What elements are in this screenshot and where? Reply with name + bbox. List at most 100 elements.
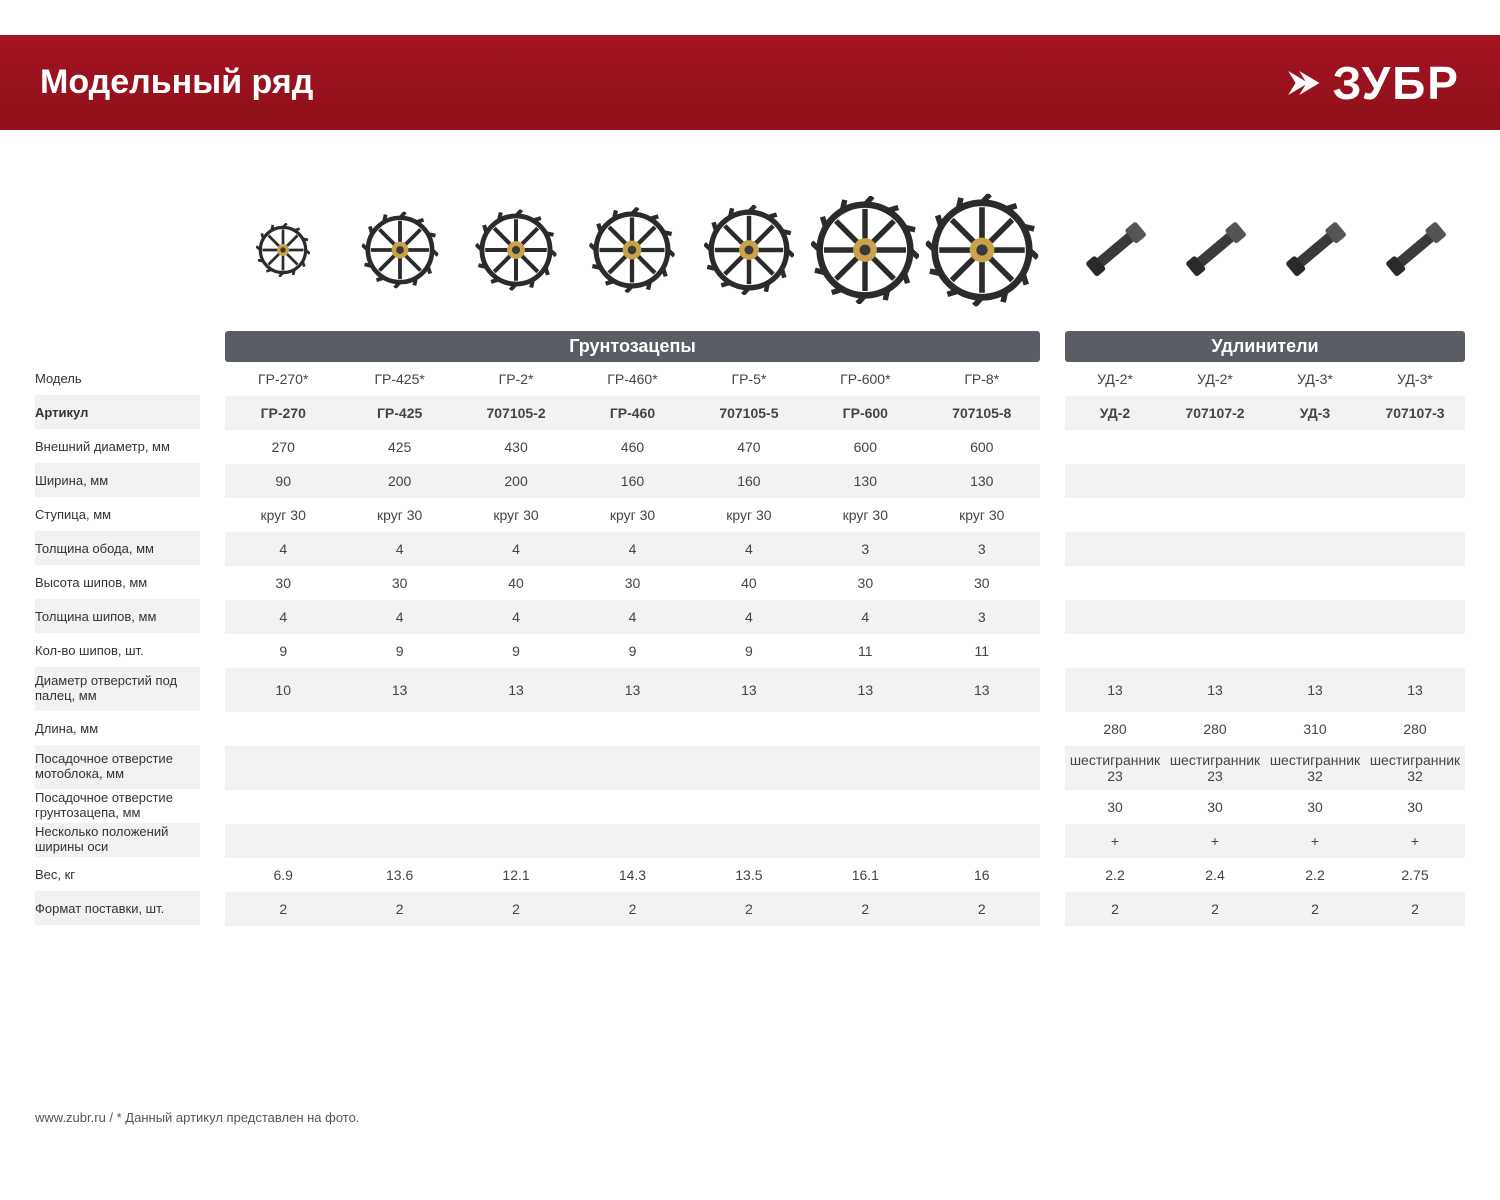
data-cell: 30 (1365, 790, 1465, 824)
data-cell: ГР-460* (574, 362, 690, 396)
data-cell: УД-2* (1065, 362, 1165, 396)
data-cell (1365, 634, 1465, 668)
header: Модельный ряд ЗУБР (0, 0, 1500, 130)
data-cell: 30 (574, 566, 690, 600)
group1-table: ГР-270*ГР-425*ГР-2*ГР-460*ГР-5*ГР-600*ГР… (225, 362, 1040, 926)
data-cell: круг 30 (574, 498, 690, 532)
data-cell (807, 824, 923, 858)
data-cell: 13.6 (341, 858, 457, 892)
footer-note: www.zubr.ru / * Данный артикул представл… (35, 1110, 359, 1125)
data-cell (1265, 634, 1365, 668)
data-cell: 30 (1265, 790, 1365, 824)
data-cell: круг 30 (924, 498, 1040, 532)
group2-table: УД-2*УД-2*УД-3*УД-3*УД-2707107-2УД-37071… (1065, 362, 1465, 926)
row-label: Длина, мм (35, 711, 200, 745)
data-cell: ГР-2* (458, 362, 574, 396)
data-cell: ГР-600 (807, 396, 923, 430)
data-cell: 2 (924, 892, 1040, 926)
group2-header: Удлинители (1065, 331, 1465, 362)
data-cell: ГР-270 (225, 396, 341, 430)
data-cell (1065, 566, 1165, 600)
data-cell: 2.2 (1265, 858, 1365, 892)
row-label: Посадочное отверстие мотоблока, мм (35, 745, 200, 789)
data-cell: 130 (924, 464, 1040, 498)
data-cell: 130 (807, 464, 923, 498)
data-cell: 4 (807, 600, 923, 634)
data-cell (1365, 532, 1465, 566)
data-cell: УД-2* (1165, 362, 1265, 396)
data-cell (924, 824, 1040, 858)
data-cell (924, 712, 1040, 746)
labels-table: МодельАртикулВнешний диаметр, ммШирина, … (35, 361, 200, 925)
row-label: Артикул (35, 395, 200, 429)
data-cell (341, 712, 457, 746)
data-cell: 13 (574, 668, 690, 712)
data-cell: 2 (691, 892, 807, 926)
tables-wrap: МодельАртикулВнешний диаметр, ммШирина, … (35, 155, 1465, 926)
data-cell: 13.5 (691, 858, 807, 892)
data-cell (1165, 600, 1265, 634)
data-cell (691, 712, 807, 746)
data-cell: 13 (1265, 668, 1365, 712)
data-cell: 160 (574, 464, 690, 498)
data-cell (225, 712, 341, 746)
data-cell: 707105-8 (924, 396, 1040, 430)
data-cell (1365, 566, 1465, 600)
data-cell: 13 (1065, 668, 1165, 712)
data-cell: 280 (1365, 712, 1465, 746)
data-cell: ГР-270* (225, 362, 341, 396)
row-label: Ширина, мм (35, 463, 200, 497)
data-cell (691, 746, 807, 790)
data-cell: + (1365, 824, 1465, 858)
data-cell: УД-2 (1065, 396, 1165, 430)
group1-header: Грунтозацепы (225, 331, 1040, 362)
data-cell: 310 (1265, 712, 1365, 746)
group-grunt: Грунтозацепы ГР-270*ГР-425*ГР-2*ГР-460*Г… (225, 155, 1040, 926)
data-cell (807, 712, 923, 746)
data-cell (1365, 600, 1465, 634)
data-cell: 9 (458, 634, 574, 668)
data-cell: 2 (1265, 892, 1365, 926)
data-cell: 2 (1165, 892, 1265, 926)
data-cell: 470 (691, 430, 807, 464)
data-cell: 2 (458, 892, 574, 926)
row-label: Вес, кг (35, 857, 200, 891)
data-cell: 4 (225, 600, 341, 634)
row-label: Модель (35, 361, 200, 395)
data-cell: ГР-8* (924, 362, 1040, 396)
extender-image (1265, 175, 1365, 325)
row-label: Высота шипов, мм (35, 565, 200, 599)
data-cell: 6.9 (225, 858, 341, 892)
group1-images (225, 155, 1040, 325)
data-cell (1165, 634, 1265, 668)
data-cell: 2 (1365, 892, 1465, 926)
data-cell: УД-3* (1265, 362, 1365, 396)
data-cell (225, 790, 341, 824)
data-cell: шестигранник 32 (1365, 746, 1465, 790)
data-cell: 11 (924, 634, 1040, 668)
data-cell: 460 (574, 430, 690, 464)
data-cell: 280 (1165, 712, 1265, 746)
data-cell: 13 (458, 668, 574, 712)
data-cell: 4 (574, 532, 690, 566)
data-cell: 600 (807, 430, 923, 464)
data-cell: 200 (341, 464, 457, 498)
data-cell: 30 (807, 566, 923, 600)
data-cell (1065, 498, 1165, 532)
data-cell (1265, 600, 1365, 634)
data-cell (574, 746, 690, 790)
data-cell (574, 824, 690, 858)
data-cell: 13 (807, 668, 923, 712)
data-cell: 4 (691, 600, 807, 634)
data-cell: 4 (341, 600, 457, 634)
data-cell: 12.1 (458, 858, 574, 892)
data-cell: шестигранник 32 (1265, 746, 1365, 790)
data-cell: 9 (341, 634, 457, 668)
data-cell: 3 (807, 532, 923, 566)
labels-column: МодельАртикулВнешний диаметр, ммШирина, … (35, 155, 200, 926)
data-cell: ГР-600* (807, 362, 923, 396)
data-cell: 16.1 (807, 858, 923, 892)
data-cell: 10 (225, 668, 341, 712)
data-cell: 430 (458, 430, 574, 464)
data-cell: 13 (924, 668, 1040, 712)
